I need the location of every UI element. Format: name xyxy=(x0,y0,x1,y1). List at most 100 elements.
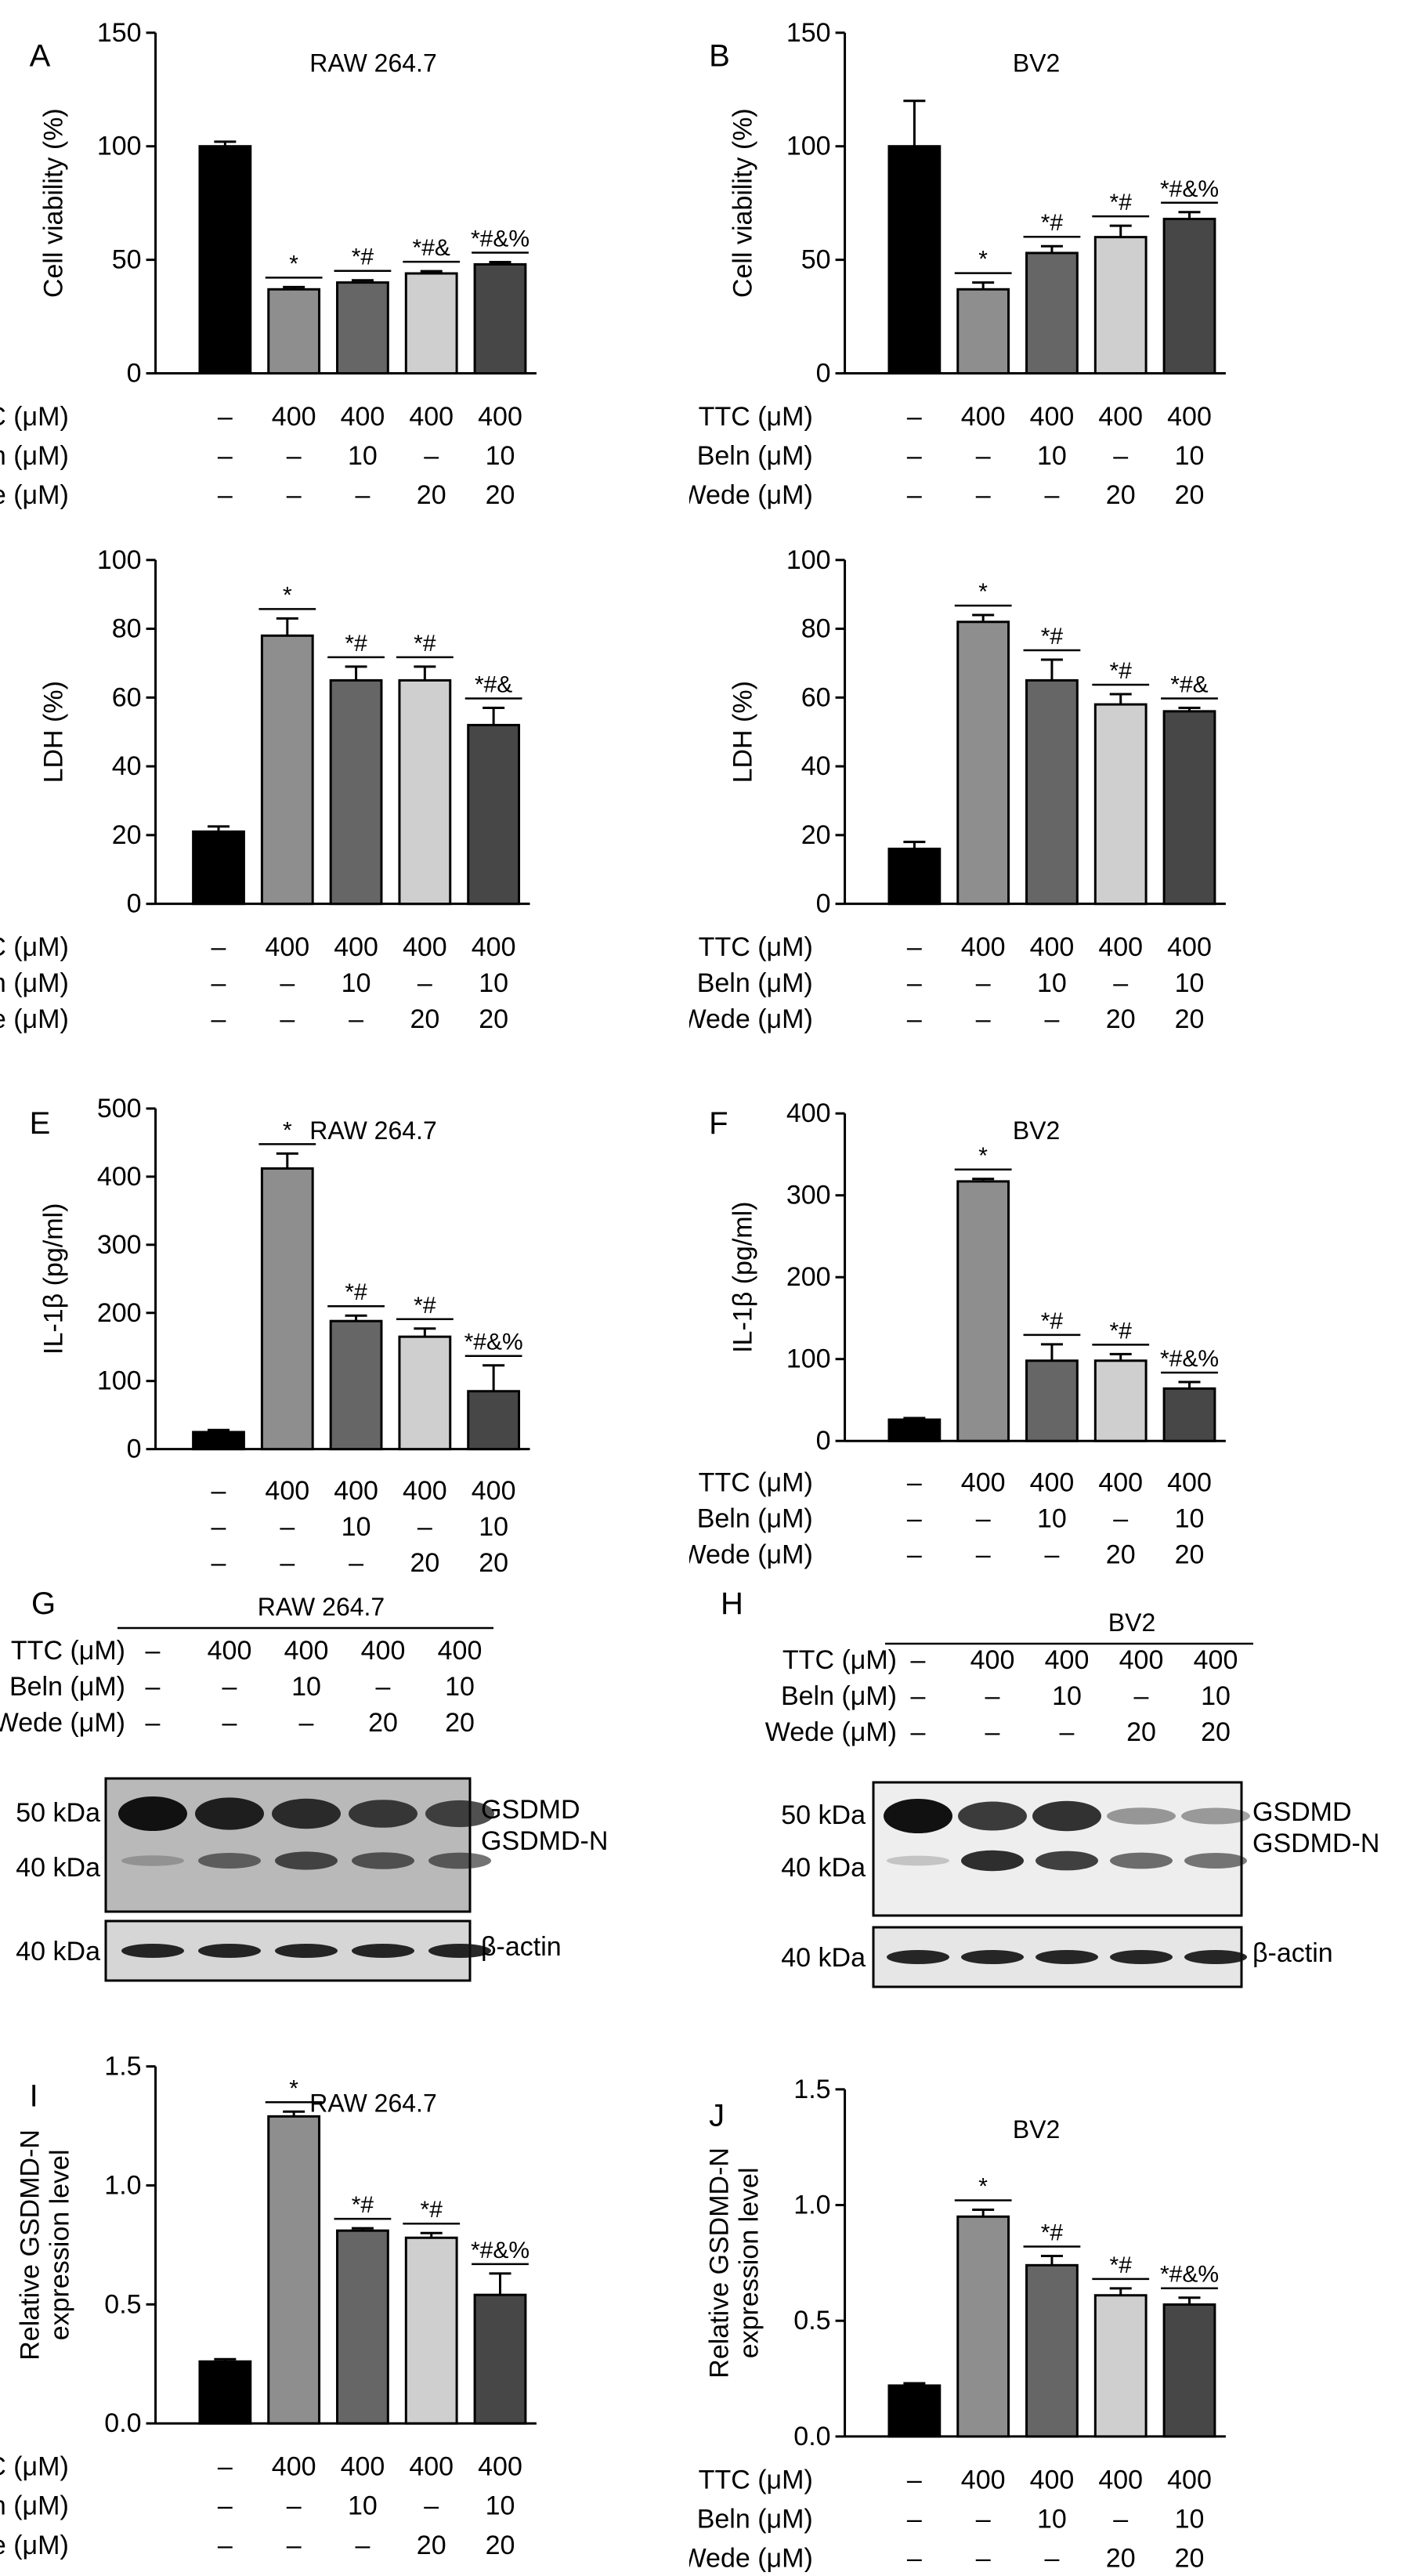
treatment-value: – xyxy=(211,1512,226,1542)
y-tick-label: 0 xyxy=(816,889,831,919)
y-axis-label: LDH (%) xyxy=(38,681,68,783)
treatment-value: – xyxy=(976,1503,991,1533)
treatment-value: 400 xyxy=(1167,402,1212,432)
bar xyxy=(329,678,383,906)
y-axis-label: Relative GSDMD-N xyxy=(704,2147,734,2379)
treatment-value: 400 xyxy=(472,1476,516,1506)
treatment-value: – xyxy=(1113,2504,1128,2534)
blot-title: RAW 264.7 xyxy=(258,1593,385,1621)
treatment-value: 400 xyxy=(472,932,516,962)
chart-title: RAW 264.7 xyxy=(309,1116,436,1145)
gsdmd-n-band xyxy=(887,1855,949,1866)
bar xyxy=(956,288,1010,375)
treatment-value: – xyxy=(1134,1681,1149,1711)
chart-i: I RAW 264.7 0.0 0.5 1.0 1.5 Relative GSDMD-N ex… xyxy=(0,2052,537,2560)
panel-letter: A xyxy=(30,38,51,73)
treatment-value: – xyxy=(211,1004,226,1034)
bar xyxy=(467,1390,521,1451)
bar xyxy=(473,262,527,375)
treatment-value: 10 xyxy=(1037,968,1067,998)
panel-letter: G xyxy=(31,1586,56,1621)
bar xyxy=(192,1431,245,1451)
y-tick-label: 500 xyxy=(97,1094,142,1123)
y-axis-label: Cell viability (%) xyxy=(38,108,68,298)
y-tick-label: 400 xyxy=(97,1162,142,1192)
y-tick-label: 100 xyxy=(786,132,831,161)
treatment-value: – xyxy=(907,2504,922,2534)
treatment-row-label: Beln (μM) xyxy=(697,968,813,998)
treatment-value: – xyxy=(976,480,991,509)
mw-marker: 50 kDa xyxy=(781,1800,866,1830)
gsdmd-band xyxy=(272,1798,341,1829)
treatment-value: 10 xyxy=(348,2491,378,2521)
y-tick-label: 60 xyxy=(801,682,831,712)
gsdmd-n-band xyxy=(275,1851,338,1870)
panel-j: J BV2 0.0 0.5 1.0 1.5 Relative GSDMD-N expressi… xyxy=(681,2021,1406,2574)
treatment-row-label: TTC (μM) xyxy=(0,2452,69,2482)
significance-mark: *#& xyxy=(475,672,512,698)
beta-actin-band xyxy=(1036,1950,1098,1964)
treatment-value: 400 xyxy=(1030,1467,1075,1497)
treatment-value: 10 xyxy=(1175,968,1205,998)
treatment-value: 400 xyxy=(1045,1645,1090,1675)
treatment-value: – xyxy=(211,1548,226,1578)
significance-mark: *# xyxy=(352,2192,374,2218)
panel-h: H BV2 TTC (μM) –400 400 400 400 Beln (μM) – –10–1… xyxy=(689,1583,1406,2021)
treatment-row-label: TTC (μM) xyxy=(699,932,813,962)
treatment-value: 10 xyxy=(1175,2504,1205,2534)
gsdmd-n-band xyxy=(198,1853,261,1869)
y-tick-label: 0 xyxy=(127,359,142,389)
treatment-value: 10 xyxy=(342,968,371,998)
treatment-value: – xyxy=(218,2531,233,2560)
mw-marker: 40 kDa xyxy=(781,1943,866,1973)
treatment-value: 20 xyxy=(417,480,446,509)
bar xyxy=(956,2215,1010,2438)
y-tick-label: 0.0 xyxy=(104,2408,141,2438)
treatment-value: 10 xyxy=(479,1512,508,1542)
treatment-value: – xyxy=(976,2544,991,2572)
chart-title: BV2 xyxy=(1013,2115,1060,2144)
treatment-value: – xyxy=(417,1512,432,1542)
significance-mark: *# xyxy=(1110,2252,1133,2278)
y-tick-label: 100 xyxy=(97,1366,142,1396)
treatment-row-label: Beln (μM) xyxy=(697,1503,813,1533)
y-tick-label: 100 xyxy=(97,545,142,575)
bar xyxy=(329,1319,383,1451)
significance-mark: * xyxy=(289,2075,298,2101)
treatment-value: – xyxy=(211,932,226,962)
y-axis-label: IL-1β (pg/ml) xyxy=(38,1203,68,1355)
treatment-value: 400 xyxy=(265,932,309,962)
treatment-value: 400 xyxy=(403,1476,447,1506)
bar xyxy=(887,145,942,375)
beta-actin-band xyxy=(887,1950,949,1964)
treatment-value: – xyxy=(907,1467,922,1497)
treatment-value: 10 xyxy=(486,441,515,471)
treatment-value: – xyxy=(218,2452,233,2482)
treatment-value: 20 xyxy=(368,1708,398,1738)
treatment-value: 400 xyxy=(272,402,316,432)
treatment-value: 400 xyxy=(1098,2465,1143,2495)
treatment-value: 400 xyxy=(961,932,1006,962)
treatment-value: – xyxy=(211,968,226,998)
y-tick-label: 20 xyxy=(801,820,831,850)
bar xyxy=(956,620,1010,906)
treatment-row-label: Wede (μM) xyxy=(689,480,813,509)
treatment-value: 400 xyxy=(1167,1467,1212,1497)
treatment-value: 400 xyxy=(1030,932,1075,962)
panel-letter: I xyxy=(30,2079,38,2113)
bar xyxy=(267,2115,321,2425)
gsdmd-n-band xyxy=(1184,1853,1247,1869)
bar xyxy=(1093,703,1148,906)
significance-mark: *#& xyxy=(413,235,450,261)
treatment-value: 400 xyxy=(961,1467,1006,1497)
treatment-value: – xyxy=(222,1708,237,1738)
treatment-value: – xyxy=(417,968,432,998)
treatment-value: – xyxy=(146,1672,161,1702)
gsdmd-band xyxy=(425,1800,494,1828)
chart-title: RAW 264.7 xyxy=(309,49,436,77)
beta-actin-band xyxy=(428,1944,491,1958)
bar xyxy=(336,2229,389,2425)
treatment-value: 400 xyxy=(1030,2465,1075,2495)
chart-c: CRAW 264.7020406080100LDH (%)**#*#*#&TTC… xyxy=(0,0,530,1034)
treatment-value: 400 xyxy=(361,1636,406,1666)
